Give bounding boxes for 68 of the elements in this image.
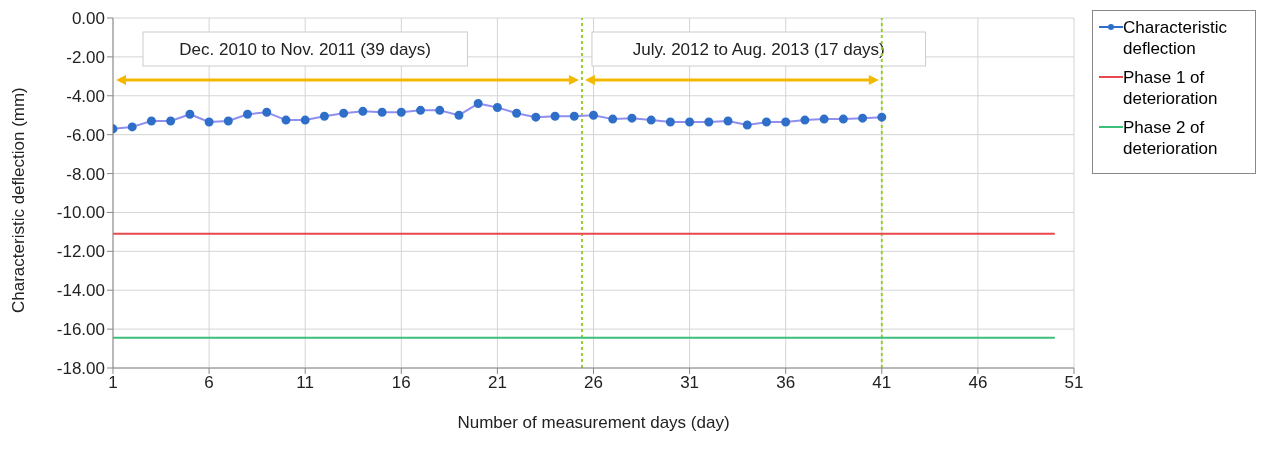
y-tick-label: -14.00: [56, 281, 105, 301]
point: [704, 117, 714, 127]
point: [723, 116, 733, 126]
annotation: Dec. 2010 to Nov. 2011 (39 days): [179, 40, 432, 59]
point: [569, 111, 579, 121]
point: [550, 111, 560, 121]
x-tick-label: 16: [391, 373, 411, 393]
point: [473, 99, 483, 109]
point: [204, 117, 214, 127]
x-tick-label: 1: [108, 373, 118, 393]
point: [800, 115, 810, 125]
point: [281, 115, 291, 125]
y-tick-label: -6.00: [66, 125, 105, 145]
point: [339, 108, 349, 118]
point: [146, 116, 156, 126]
point: [166, 116, 176, 126]
x-tick-label: 6: [204, 373, 214, 393]
y-axis-title: Characteristic deflection (mm): [9, 87, 29, 313]
x-tick-label: 36: [776, 373, 796, 393]
annotation: July. 2012 to Aug. 2013 (17 days): [632, 40, 885, 59]
y-tick-label: -10.00: [56, 203, 105, 223]
point: [858, 113, 868, 123]
point: [819, 114, 829, 124]
point: [589, 110, 598, 120]
x-tick-label: 26: [584, 373, 603, 393]
x-tick-label: 21: [487, 373, 507, 393]
x-tick-label: 46: [968, 373, 988, 393]
point: [127, 122, 137, 132]
legend-label: Phase 1 of deterioration: [1123, 67, 1219, 109]
point: [838, 114, 848, 124]
legend-label: Phase 2 of deterioration: [1123, 117, 1219, 159]
y-tick-label: -2.00: [66, 47, 105, 67]
x-tick-label: 31: [680, 373, 700, 393]
x-tick-label: 41: [872, 373, 892, 393]
y-tick-label: -4.00: [66, 86, 105, 106]
y-tick-label: -8.00: [66, 164, 105, 184]
y-tick-label: 0.00: [71, 9, 105, 29]
point: [358, 106, 368, 116]
y-tick-label: -18.00: [56, 359, 105, 379]
y-tick-label: -16.00: [56, 320, 105, 340]
point: [416, 105, 426, 115]
point: [627, 113, 637, 123]
point: [608, 114, 618, 124]
point: [454, 110, 464, 120]
point: [877, 112, 887, 122]
point: [761, 117, 771, 127]
point: [492, 102, 502, 112]
point: [300, 115, 310, 125]
legend-label: Characteristic deflection: [1123, 17, 1228, 59]
point: [781, 117, 791, 127]
point: [319, 111, 329, 121]
point: [742, 120, 752, 130]
x-tick-label: 11: [296, 373, 315, 393]
point: [685, 117, 695, 127]
point: [396, 107, 406, 117]
point: [262, 107, 272, 117]
point: [243, 109, 253, 119]
point: [665, 117, 675, 127]
point: [185, 109, 195, 119]
point: [646, 115, 656, 125]
y-tick-label: -12.00: [56, 242, 105, 262]
point: [223, 116, 233, 126]
point: [377, 107, 387, 117]
point: [435, 105, 445, 115]
point: [512, 108, 522, 118]
point: [531, 112, 541, 122]
x-tick-label: 51: [1064, 373, 1084, 393]
x-axis-title: Number of measurement days (day): [457, 413, 730, 432]
